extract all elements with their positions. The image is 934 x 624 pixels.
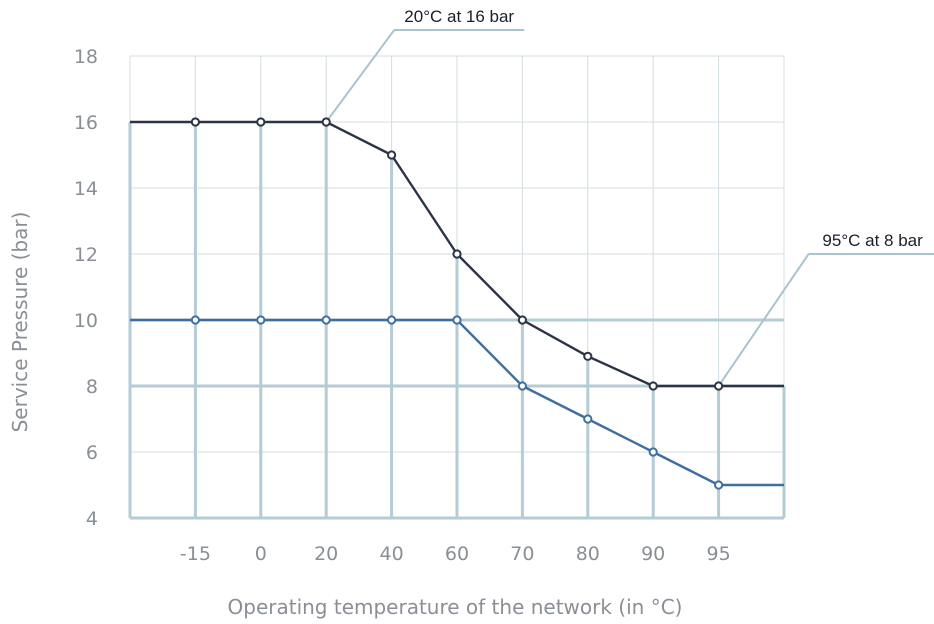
data-point-upper (583, 351, 593, 361)
callout-leader-line (325, 29, 396, 123)
data-point-lower (452, 315, 462, 325)
data-point-upper (648, 381, 658, 391)
data-point-upper (321, 117, 331, 127)
x-tick-label: 40 (380, 543, 404, 565)
data-point-lower (321, 315, 331, 325)
x-tick-label: 95 (707, 543, 731, 565)
data-point-lower (190, 315, 200, 325)
data-point-lower (583, 414, 593, 424)
data-point-lower (387, 315, 397, 325)
x-tick-label: 70 (510, 543, 534, 565)
x-tick-label: 0 (255, 543, 267, 565)
y-tick-label: 14 (74, 178, 98, 200)
y-tick-label: 6 (86, 442, 98, 464)
y-axis-title: Service Pressure (bar) (8, 212, 32, 433)
data-point-lower (517, 381, 528, 391)
callout-leader-line (717, 253, 810, 387)
grid (128, 55, 786, 520)
x-tick-label: 60 (445, 543, 469, 565)
y-tick-label: 12 (74, 244, 98, 266)
data-point-lower (648, 447, 658, 457)
callout-label: 20°C at 16 bar (404, 7, 514, 26)
data-point-upper (256, 117, 266, 127)
data-point-lower (256, 315, 266, 325)
data-point-upper (452, 249, 462, 259)
callouts: 20°C at 16 bar 95°C at 8 bar (325, 7, 934, 387)
x-axis-ticks: -15 0 20 40 60 70 80 90 95 (180, 543, 731, 565)
data-point-upper (517, 315, 528, 325)
data-point-upper (714, 381, 724, 391)
callout-label: 95°C at 8 bar (822, 231, 923, 250)
y-tick-label: 4 (86, 508, 98, 530)
y-tick-label: 16 (74, 112, 98, 134)
x-axis-title: Operating temperature of the network (in… (228, 595, 683, 619)
x-tick-label: 20 (314, 543, 338, 565)
y-tick-label: 8 (86, 376, 98, 398)
x-tick-label: -15 (180, 543, 211, 565)
y-tick-label: 10 (74, 310, 98, 332)
y-axis-ticks: 18 16 14 12 10 8 6 4 (74, 46, 98, 530)
data-points (190, 117, 724, 490)
x-tick-label: 90 (641, 543, 665, 565)
data-point-lower (714, 480, 724, 490)
y-tick-label: 18 (74, 46, 98, 68)
data-point-upper (387, 150, 397, 160)
x-tick-label: 80 (576, 543, 600, 565)
data-point-upper (190, 117, 200, 127)
